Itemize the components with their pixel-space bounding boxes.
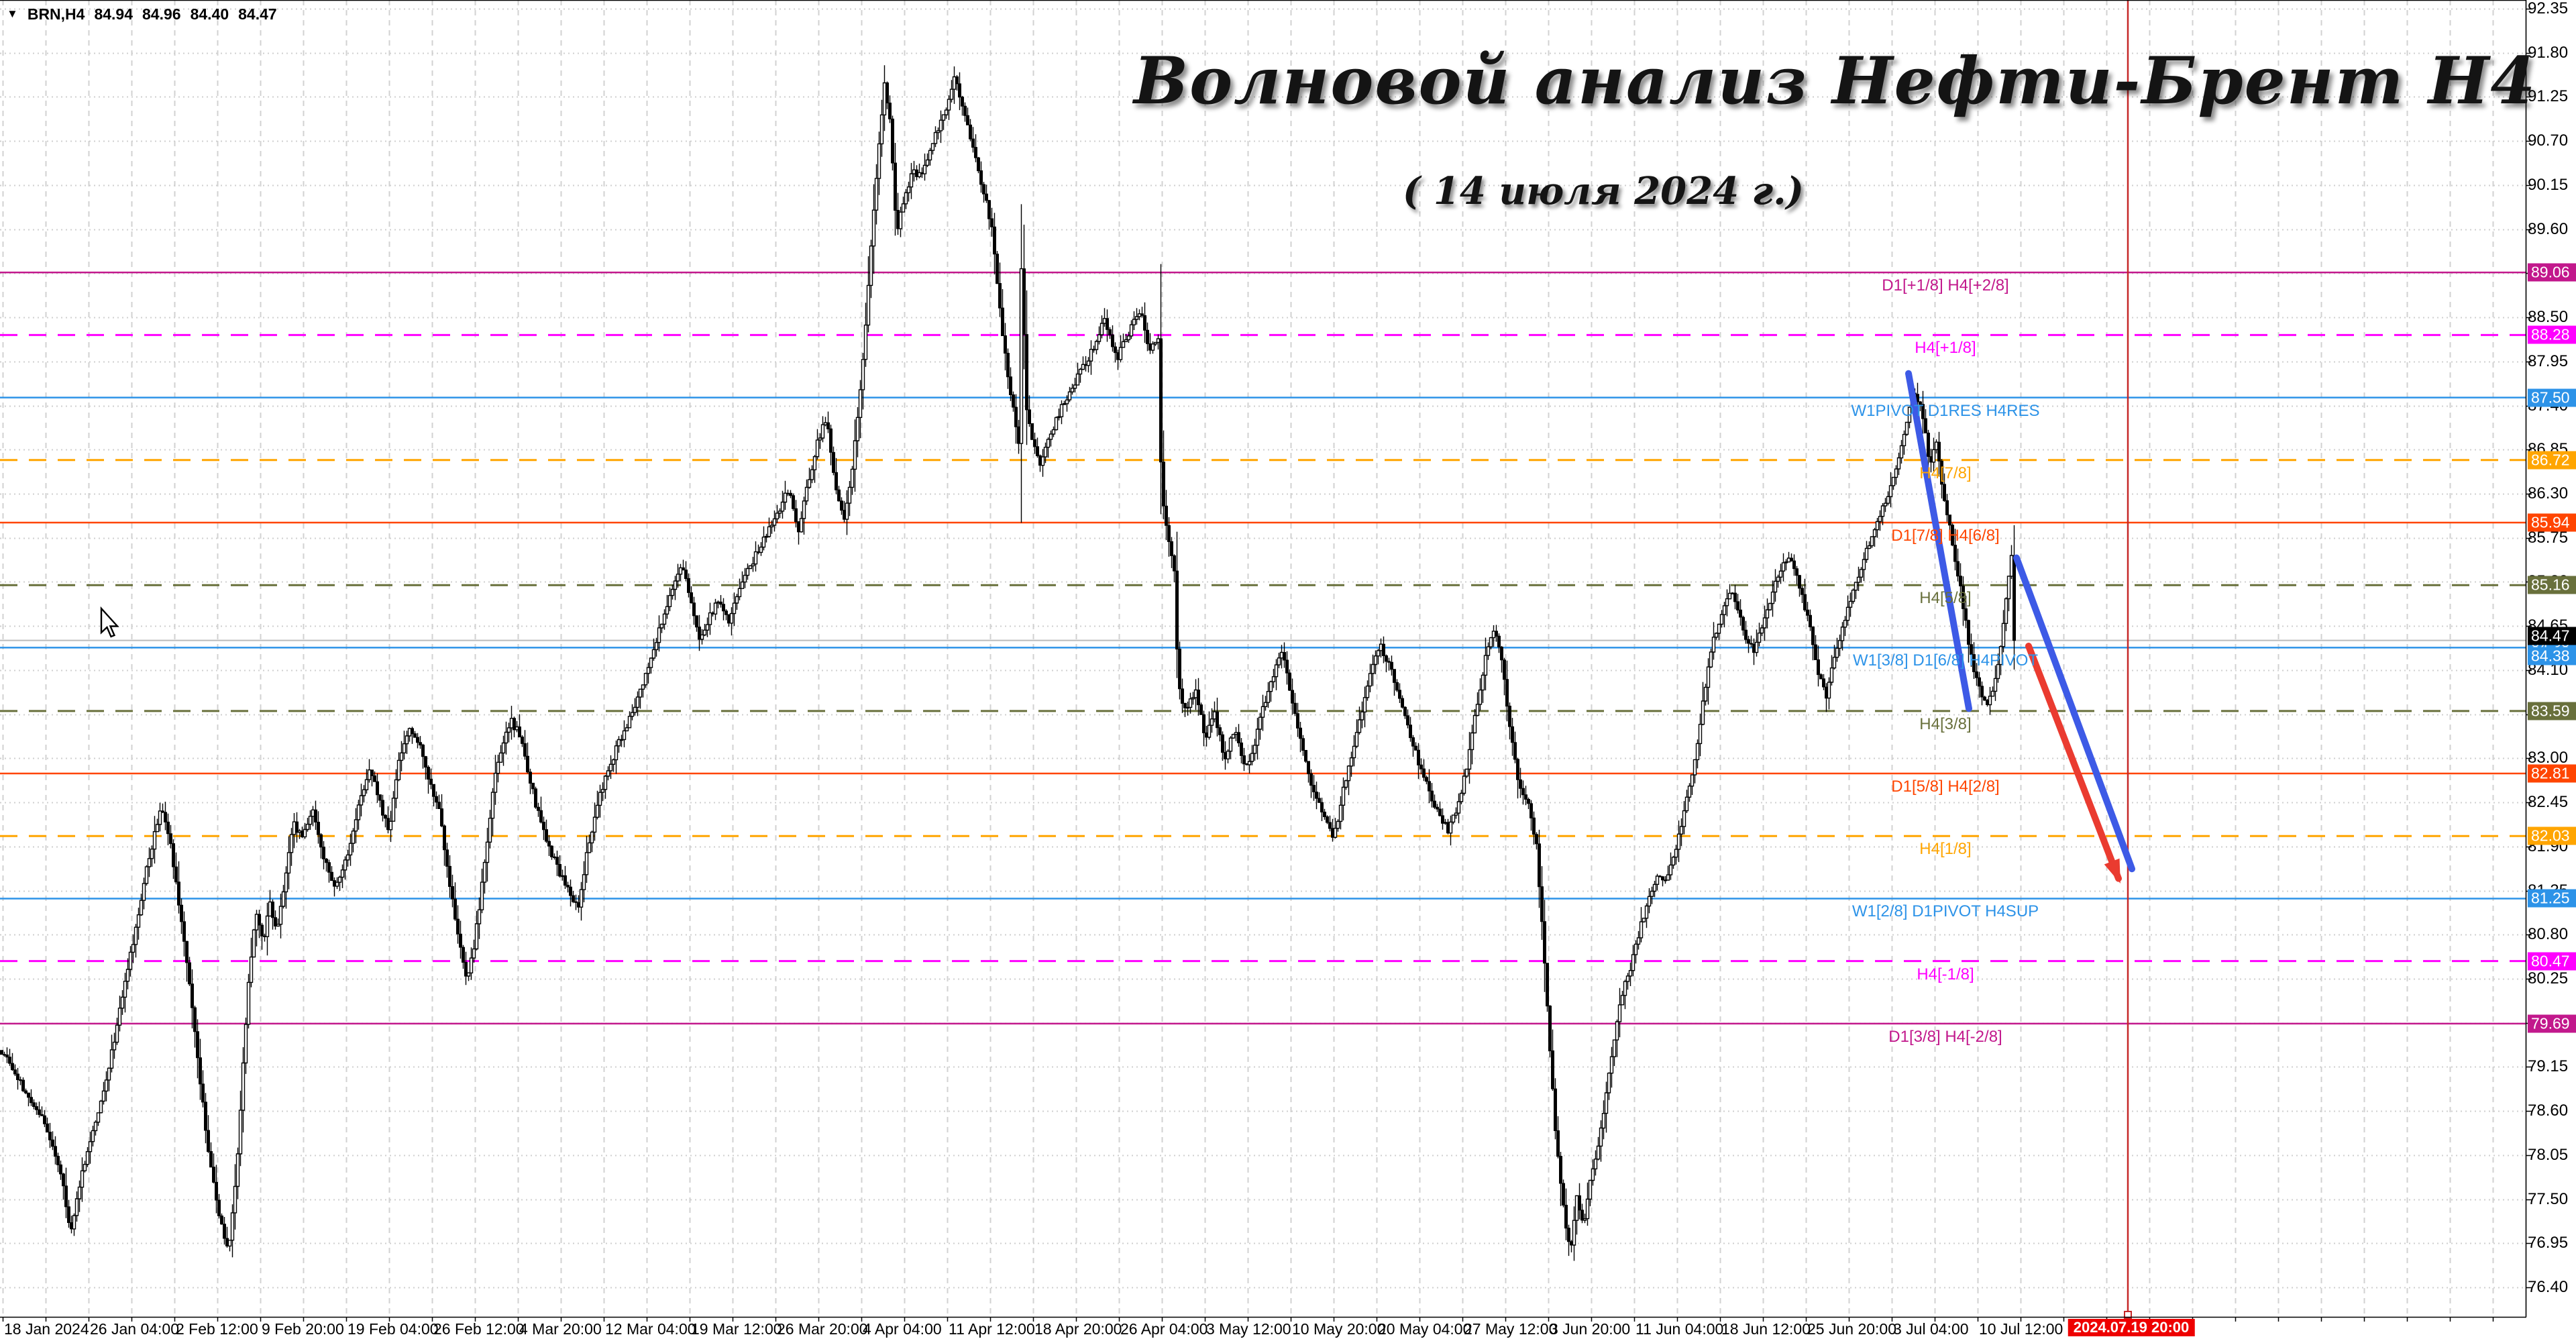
price-tick-label: 92.35: [2528, 0, 2569, 17]
level-label: H4[3/8]: [1919, 714, 1972, 733]
chart-subtitle-date: ( 14 июля 2024 г.): [1402, 169, 1805, 213]
time-label: 26 Feb 12:00: [433, 1320, 525, 1338]
price-high: 84.96: [142, 5, 181, 23]
price-tick-label: 91.80: [2528, 43, 2569, 62]
time-label: 3 May 12:00: [1206, 1320, 1291, 1338]
level-label: W1[2/8] D1PIVOT H4SUP: [1851, 902, 2039, 921]
symbol-name: BRN,H4: [27, 5, 85, 23]
symbol-ohlc-info: ▼ BRN,H4 84.94 84.96 84.40 84.47: [7, 5, 277, 23]
level-price-tag: 80.47: [2528, 952, 2576, 971]
level-label: D1[7/8] H4[6/8]: [1891, 526, 2000, 545]
pivot-price-tag: 84.38: [2528, 647, 2576, 665]
time-label: 12 Mar 04:00: [605, 1320, 696, 1338]
level-price-tag: 87.50: [2528, 388, 2576, 407]
level-label: W1PIVOT D1RES H4RES: [1851, 401, 2040, 420]
time-label: 26 Jan 04:00: [90, 1320, 180, 1338]
price-tick-label: 78.05: [2528, 1145, 2569, 1164]
forecast-red-arrow-head[interactable]: [2104, 858, 2121, 884]
price-tick-label: 80.80: [2528, 925, 2569, 944]
level-label: H4[+1/8]: [1915, 339, 1976, 358]
price-tick-label: 87.95: [2528, 352, 2569, 370]
quick-trade-collapse-icon[interactable]: ▼: [7, 7, 18, 20]
price-tick-label: 83.00: [2528, 749, 2569, 767]
candle-bodies-up: [72, 76, 2014, 1247]
time-label: 27 May 12:00: [1464, 1320, 1558, 1338]
level-price-tag: 82.03: [2528, 826, 2576, 845]
time-label: 26 Mar 20:00: [777, 1320, 868, 1338]
level-price-tag: 88.28: [2528, 325, 2576, 344]
plot-border: [0, 0, 2527, 1318]
level-label: H4[1/8]: [1919, 840, 1972, 859]
price-tick-label: 78.60: [2528, 1102, 2569, 1120]
chart-title-text: Волновой анализ Нефти-Брент Н4: [1134, 43, 2537, 119]
price-tick-label: 76.40: [2528, 1278, 2569, 1297]
time-label: 18 Jun 12:00: [1721, 1320, 1811, 1338]
level-price-tag: 89.06: [2528, 263, 2576, 282]
time-label: 9 Feb 20:00: [262, 1320, 344, 1338]
level-label: D1[5/8] H4[2/8]: [1891, 778, 2000, 796]
time-label: 18 Apr 20:00: [1034, 1320, 1122, 1338]
level-label: H4[-1/8]: [1917, 965, 1974, 983]
time-label: 11 Apr 12:00: [949, 1320, 1035, 1338]
time-label: 3 Jul 04:00: [1893, 1320, 1969, 1338]
price-tick-label: 86.30: [2528, 484, 2569, 502]
time-label: 11 Jun 04:00: [1635, 1320, 1724, 1338]
time-label: 3 Jun 20:00: [1550, 1320, 1631, 1338]
level-price-tag: 86.72: [2528, 451, 2576, 470]
time-label: 19 Feb 04:00: [347, 1320, 439, 1338]
price-tick-label: 76.95: [2528, 1234, 2569, 1252]
grid-vertical: [2, 0, 2494, 1317]
time-label: 25 Jun 20:00: [1807, 1320, 1897, 1338]
level-label: H4[5/8]: [1919, 589, 1972, 608]
price-tick-label: 77.50: [2528, 1189, 2569, 1208]
time-label: 18 Jan 2024: [4, 1320, 89, 1338]
price-tick-label: 90.70: [2528, 131, 2569, 150]
level-price-tag: 79.69: [2528, 1014, 2576, 1033]
time-axis-ticks: [2, 1317, 2494, 1322]
price-tick-label: 82.45: [2528, 793, 2569, 812]
time-label: 4 Mar 20:00: [519, 1320, 602, 1338]
price-tick-label: 80.25: [2528, 969, 2569, 987]
candle-bodies-down: [0, 76, 2016, 1246]
price-tick-label: 88.50: [2528, 308, 2569, 327]
level-label: D1[3/8] H4[-2/8]: [1888, 1027, 2002, 1046]
time-label: 4 Apr 04:00: [863, 1320, 942, 1338]
level-price-tag: 81.25: [2528, 889, 2576, 908]
future-date-tag: 2024.07.19 20:00: [2068, 1319, 2195, 1336]
time-label: 10 May 20:00: [1292, 1320, 1386, 1338]
bid-price-tag: 84.47: [2528, 627, 2576, 645]
level-label: D1[+1/8] H4[+2/8]: [1882, 276, 2009, 295]
level-label: H4[7/8]: [1919, 464, 1972, 482]
level-price-tag: 83.59: [2528, 702, 2576, 720]
time-label: 10 Jul 12:00: [1979, 1320, 2063, 1338]
future-date-vline-anchor[interactable]: [2124, 1311, 2132, 1319]
forecast-red-arrow[interactable]: [2025, 643, 2122, 882]
price-tick-label: 90.15: [2528, 175, 2569, 194]
forecast-blue-arrow[interactable]: [2013, 554, 2135, 873]
time-label: 20 May 04:00: [1378, 1320, 1472, 1338]
time-label: 2 Feb 12:00: [176, 1320, 258, 1338]
time-label: 26 Apr 04:00: [1120, 1320, 1208, 1338]
level-price-tag: 82.81: [2528, 764, 2576, 783]
price-tick-label: 79.15: [2528, 1057, 2569, 1076]
price-close: 84.47: [238, 5, 277, 23]
mouse-cursor: [100, 606, 119, 638]
level-price-tag: 85.94: [2528, 513, 2576, 532]
time-label: 19 Mar 12:00: [691, 1320, 782, 1338]
price-tick-label: 89.60: [2528, 219, 2569, 238]
price-open: 84.94: [94, 5, 133, 23]
price-low: 84.40: [190, 5, 229, 23]
wave-decline-line[interactable]: [1905, 370, 1972, 712]
level-label: W1[3/8] D1[6/8] H4PIVOT: [1852, 651, 2039, 670]
price-tick-label: 91.25: [2528, 87, 2569, 106]
level-price-tag: 85.16: [2528, 576, 2576, 594]
